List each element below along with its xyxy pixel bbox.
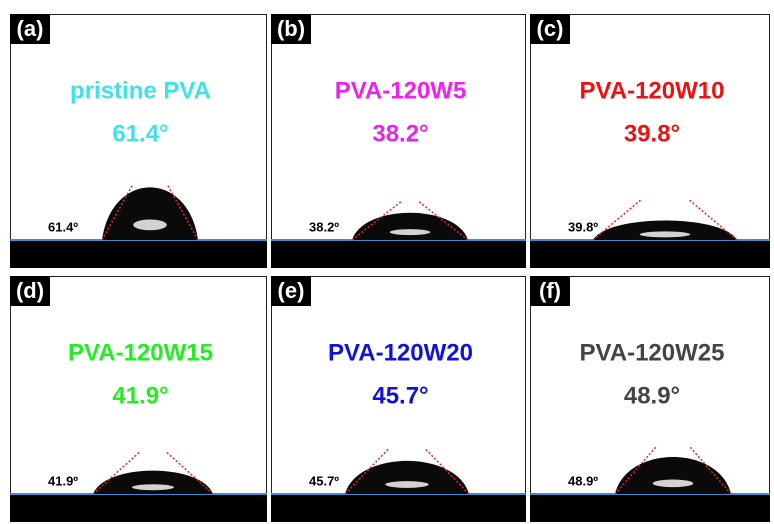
image-angle-label: 41.9º (48, 473, 78, 488)
contact-angle: 45.7° (372, 382, 428, 409)
panel: (a) pristine PVA 61.4° 61.4º (10, 14, 267, 268)
sample-name: PVA-120W25 (580, 339, 725, 366)
panel: (d) PVA-120W15 41.9° 41.9º (10, 276, 267, 522)
image-angle-label: 61.4º (48, 219, 78, 234)
image-angle-label: 39.8º (568, 219, 598, 234)
droplet-highlight (640, 231, 690, 237)
substrate (10, 240, 267, 268)
panel-tag: (b) (277, 16, 305, 41)
image-angle-label: 48.9º (568, 473, 598, 488)
substrate (530, 494, 770, 522)
panel-tag: (d) (16, 278, 44, 303)
sample-name: pristine PVA (70, 77, 211, 104)
panel-tag: (c) (537, 16, 564, 41)
substrate (271, 240, 526, 268)
contact-angle: 61.4° (112, 120, 168, 147)
figure: (a) pristine PVA 61.4° 61.4º (b) PVA-120W5 38.… (0, 0, 774, 524)
droplet-highlight (133, 219, 167, 230)
panel: (c) PVA-120W10 39.8° 39.8º (530, 14, 770, 268)
image-angle-label: 45.7º (309, 473, 339, 488)
contact-angle: 39.8° (624, 120, 680, 147)
panel-tag: (f) (539, 278, 561, 303)
sample-name: PVA-120W20 (328, 339, 473, 366)
droplet-highlight (132, 484, 174, 490)
substrate (271, 494, 526, 522)
sample-name: PVA-120W5 (335, 77, 467, 104)
substrate (530, 240, 770, 268)
panel: (e) PVA-120W20 45.7° 45.7º (271, 276, 526, 522)
image-angle-label: 38.2º (309, 219, 339, 234)
sample-name: PVA-120W15 (68, 339, 213, 366)
panel: (b) PVA-120W5 38.2° 38.2º (271, 14, 526, 268)
substrate (10, 494, 267, 522)
panel: (f) PVA-120W25 48.9° 48.9º (530, 276, 770, 522)
droplet-highlight (390, 229, 431, 235)
contact-angle: 48.9° (624, 382, 680, 409)
droplet-highlight (385, 481, 428, 488)
panel-tag: (a) (17, 16, 44, 41)
panel-tag: (e) (278, 278, 305, 303)
sample-name: PVA-120W10 (580, 77, 725, 104)
contact-angle: 41.9° (112, 382, 168, 409)
droplet-highlight (653, 480, 694, 488)
contact-angle: 38.2° (372, 120, 428, 147)
